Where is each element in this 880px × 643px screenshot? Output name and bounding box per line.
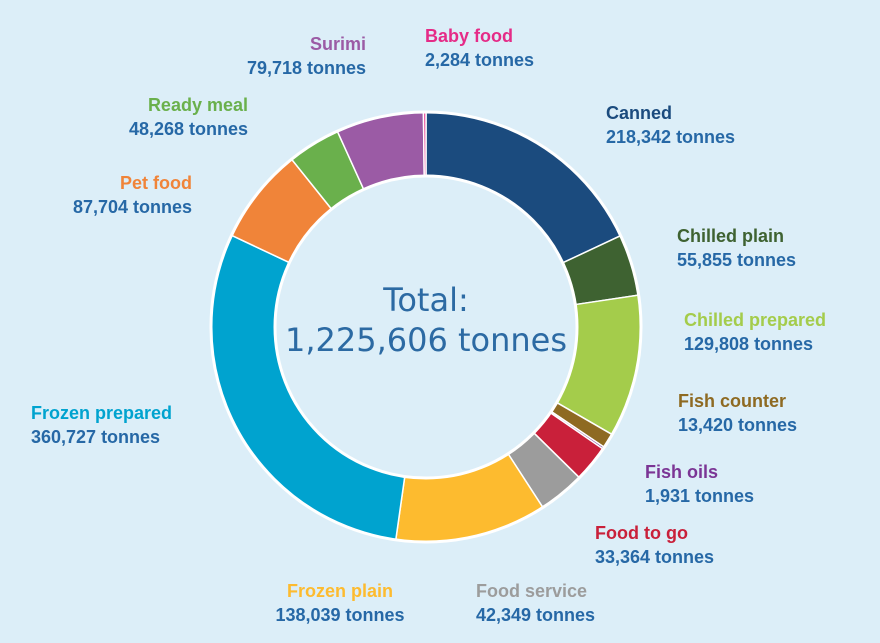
label-fish-counter-value: 13,420 tonnes <box>678 415 798 435</box>
label-chilled-prepared: Chilled prepared 129,808 tonnes <box>684 308 826 356</box>
label-canned: Canned 218,342 tonnes <box>606 101 735 149</box>
label-fish-oils-name: Fish oils <box>645 462 719 482</box>
label-fish-oils-value: 1,931 tonnes <box>645 486 755 506</box>
label-chilled-plain-value: 55,855 tonnes <box>677 250 797 270</box>
label-fish-counter-name: Fish counter <box>678 391 787 411</box>
label-frozen-prepared: Frozen prepared 360,727 tonnes <box>31 401 172 449</box>
label-chilled-prepared-value: 129,808 tonnes <box>684 334 814 354</box>
label-chilled-plain-name: Chilled plain <box>677 226 785 246</box>
label-food-service-value: 42,349 tonnes <box>476 605 596 625</box>
label-surimi-value: 79,718 tonnes <box>246 58 366 78</box>
label-canned-value: 218,342 tonnes <box>606 127 736 147</box>
label-food-to-go-value: 33,364 tonnes <box>595 547 715 567</box>
total-label: Total: 1,225,606 tonnes <box>276 280 576 360</box>
label-baby-food: Baby food 2,284 tonnes <box>425 24 534 72</box>
label-pet-food: Pet food 87,704 tonnes <box>32 171 192 219</box>
label-ready-meal-name: Ready meal <box>147 95 248 115</box>
label-fish-oils: Fish oils 1,931 tonnes <box>645 460 754 508</box>
total-value: 1,225,606 tonnes <box>284 321 568 359</box>
label-pet-food-value: 87,704 tonnes <box>72 197 192 217</box>
label-food-to-go: Food to go 33,364 tonnes <box>595 521 714 569</box>
label-surimi-name: Surimi <box>309 34 366 54</box>
donut-outer-ring <box>209 110 643 544</box>
donut-hole <box>273 174 579 480</box>
label-baby-food-name: Baby food <box>425 26 513 46</box>
label-frozen-plain-value: 138,039 tonnes <box>275 605 405 625</box>
label-fish-counter: Fish counter 13,420 tonnes <box>678 389 797 437</box>
label-food-service: Food service 42,349 tonnes <box>476 579 595 627</box>
label-chilled-plain: Chilled plain 55,855 tonnes <box>677 224 796 272</box>
label-pet-food-name: Pet food <box>120 173 192 193</box>
label-chilled-prepared-name: Chilled prepared <box>684 310 827 330</box>
slice-baby-food <box>422 111 427 177</box>
label-ready-meal: Ready meal 48,268 tonnes <box>88 93 248 141</box>
label-frozen-plain: Frozen plain 138,039 tonnes <box>255 579 425 627</box>
label-baby-food-value: 2,284 tonnes <box>425 50 535 70</box>
label-frozen-prepared-value: 360,727 tonnes <box>31 427 161 447</box>
label-food-service-name: Food service <box>476 581 588 601</box>
label-frozen-plain-name: Frozen plain <box>286 581 393 601</box>
label-frozen-prepared-name: Frozen prepared <box>31 403 173 423</box>
label-food-to-go-name: Food to go <box>595 523 688 543</box>
total-title: Total: <box>383 281 469 319</box>
label-ready-meal-value: 48,268 tonnes <box>128 119 248 139</box>
label-canned-name: Canned <box>606 103 673 123</box>
label-surimi: Surimi 79,718 tonnes <box>206 32 366 80</box>
